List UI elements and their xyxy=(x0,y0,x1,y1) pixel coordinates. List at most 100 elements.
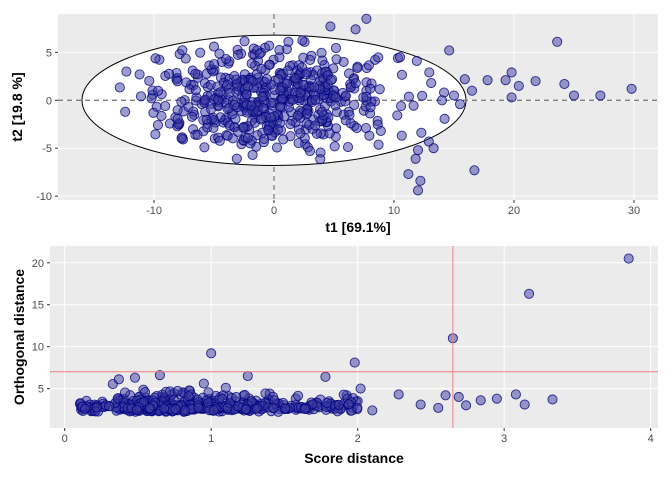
distance-point xyxy=(198,378,209,389)
score-point xyxy=(160,101,171,112)
score-point xyxy=(195,47,206,58)
score-point xyxy=(410,153,421,164)
score-point xyxy=(375,125,386,137)
score-point xyxy=(163,68,175,79)
distance-plot-y-tick-label: 20 xyxy=(32,258,44,270)
distance-point xyxy=(393,389,404,400)
distance-point xyxy=(113,374,124,385)
score-point xyxy=(513,80,524,91)
score-point xyxy=(482,75,493,86)
score-plot-x-tick-label: 20 xyxy=(508,205,520,217)
score-point xyxy=(135,91,147,102)
score-point xyxy=(242,132,253,144)
distance-point xyxy=(299,403,310,415)
distance-point xyxy=(440,390,451,401)
distance-point xyxy=(208,405,219,416)
distance-point xyxy=(623,253,634,264)
distance-point xyxy=(203,387,214,398)
score-point xyxy=(428,143,439,154)
distance-plot-y-axis-title: Orthogonal distance xyxy=(11,269,27,405)
distance-point xyxy=(491,393,502,404)
distance-point xyxy=(240,404,252,415)
distance-plot-y-tick-label: 5 xyxy=(38,384,44,396)
score-point xyxy=(330,42,342,54)
score-point xyxy=(360,123,372,134)
distance-point xyxy=(119,387,131,398)
score-point xyxy=(176,133,187,144)
score-point xyxy=(177,45,188,56)
distance-point xyxy=(461,400,472,411)
score-plot-panel: -10 -5 0 5 -10 0 10 20 30 t1 [69.1%] t2 [19.8 %… xyxy=(9,13,658,235)
score-point xyxy=(146,93,157,104)
score-point xyxy=(330,92,341,103)
distance-point xyxy=(519,399,530,410)
score-point xyxy=(373,52,384,63)
distance-plot-x-ticks: 0 1 2 3 4 xyxy=(62,428,654,445)
score-point xyxy=(373,139,384,150)
score-point xyxy=(214,135,225,146)
distance-point xyxy=(268,402,279,414)
distance-point xyxy=(179,405,191,416)
distance-plot-panel: 5 10 15 20 0 1 2 3 4 Score distance Orthogonal … xyxy=(11,246,658,466)
score-point xyxy=(412,145,424,156)
distance-point xyxy=(321,397,333,408)
score-point xyxy=(331,54,342,65)
distance-plot-y-tick-label: 15 xyxy=(32,300,44,312)
score-point xyxy=(423,136,434,147)
score-point xyxy=(295,128,306,139)
score-point xyxy=(403,169,414,180)
score-point xyxy=(394,52,406,63)
score-point xyxy=(215,87,226,98)
score-point xyxy=(469,165,480,176)
score-point xyxy=(282,65,293,76)
score-point xyxy=(300,69,311,80)
distance-point xyxy=(251,403,263,414)
distance-point xyxy=(547,394,558,405)
score-point xyxy=(351,123,362,134)
score-point xyxy=(255,114,266,125)
distance-point xyxy=(510,389,521,400)
score-point xyxy=(281,78,292,89)
score-point xyxy=(274,44,285,56)
score-point xyxy=(417,90,428,101)
score-point xyxy=(257,103,268,114)
score-point xyxy=(134,69,145,80)
score-point xyxy=(150,129,161,140)
score-point xyxy=(411,55,422,67)
distance-point xyxy=(222,403,233,414)
score-point xyxy=(279,111,290,122)
distance-plot-y-ticks: 5 10 15 20 xyxy=(32,258,50,396)
score-point xyxy=(349,99,360,110)
score-point xyxy=(257,92,268,103)
score-point xyxy=(288,94,299,105)
score-plot-y-tick-label: -10 xyxy=(36,191,52,203)
score-point xyxy=(275,101,286,112)
score-point xyxy=(552,36,563,47)
score-plot-y-axis-title: t2 [19.8 %] xyxy=(9,72,25,141)
score-plot-y-tick-label: -5 xyxy=(42,143,52,155)
score-point xyxy=(209,59,220,70)
score-point xyxy=(265,112,277,123)
score-point xyxy=(190,68,201,79)
distance-plot-x-tick-label: 3 xyxy=(501,433,507,445)
score-point xyxy=(231,153,242,164)
score-point xyxy=(459,74,470,85)
score-point xyxy=(221,53,232,65)
score-point xyxy=(426,77,437,89)
distance-point xyxy=(415,399,426,410)
score-point xyxy=(120,106,131,117)
score-point xyxy=(424,67,435,78)
score-point xyxy=(329,141,340,152)
score-point xyxy=(156,110,167,122)
score-point xyxy=(325,75,336,86)
distance-plot-x-tick-label: 4 xyxy=(648,433,654,445)
score-point xyxy=(506,67,517,78)
distance-plot-x-tick-label: 2 xyxy=(355,433,361,445)
distance-point xyxy=(333,399,344,410)
score-point xyxy=(295,87,306,98)
score-point xyxy=(144,75,155,86)
score-point xyxy=(344,68,355,79)
score-point xyxy=(222,130,233,141)
score-point xyxy=(192,129,203,140)
